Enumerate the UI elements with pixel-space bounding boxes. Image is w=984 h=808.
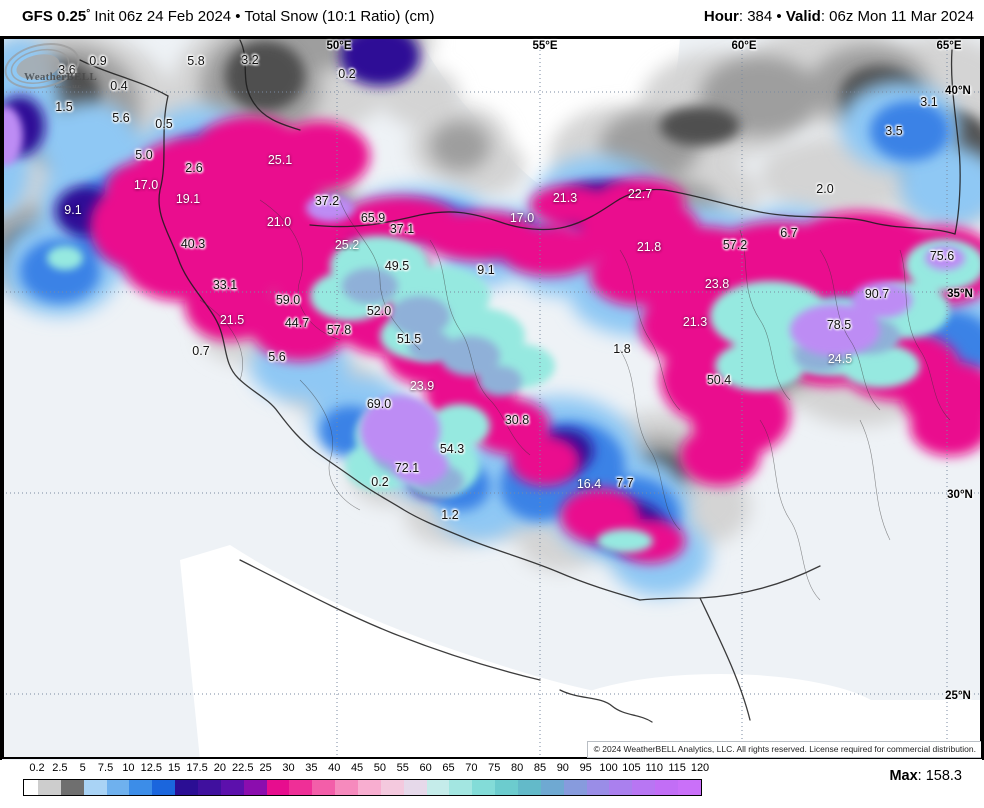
- colorbar-segment: [129, 780, 153, 795]
- colorbar-segment: [472, 780, 496, 795]
- colorbar-segment: [175, 780, 199, 795]
- colorbar-tick: 70: [465, 762, 478, 774]
- colorbar-tick: 10: [122, 762, 135, 774]
- colorbar-tick: 25: [259, 762, 272, 774]
- colorbar-tick: 22.5: [232, 762, 254, 774]
- copyright-text: © 2024 WeatherBELL Analytics, LLC. All r…: [586, 741, 981, 758]
- logo-subtext: Analytics LLC: [54, 84, 81, 89]
- colorbar-tick: 85: [533, 762, 547, 774]
- colorbar-segment: [563, 780, 587, 795]
- colorbar-segment: [403, 780, 427, 795]
- hour-label: Hour: [703, 8, 739, 25]
- colorbar-segment: [380, 780, 404, 795]
- colorbar-segment: [106, 780, 130, 795]
- max-label: Max: [889, 768, 918, 784]
- colorbar-segment: [426, 780, 450, 795]
- model-title-rest: Init 06z 24 Feb 2024 • Total Snow (10:1 …: [90, 8, 435, 25]
- colorbar-segment: [518, 780, 541, 795]
- colorbar-tick: 2.5: [52, 762, 68, 774]
- map-frame: [2, 38, 982, 759]
- colorbar: [23, 779, 702, 796]
- map-art: [2, 38, 982, 760]
- colorbar-tick: 110: [645, 762, 664, 774]
- colorbar-tick: 115: [668, 762, 686, 774]
- colorbar-segment: [152, 780, 176, 795]
- colorbar-tick: 7.5: [97, 762, 114, 774]
- colorbar-tick: 35: [305, 762, 318, 774]
- valid-title: Hour: 384 • Valid: 06z Mon 11 Mar 2024: [704, 8, 974, 25]
- country-borders: [79, 39, 961, 723]
- legend-bar: 0.2 2.5 5 7.5 10 12.5 15 17.5 20 22.5 25 30 35 40 45 50…: [0, 760, 984, 808]
- colorbar-segment: [632, 780, 656, 795]
- colorbar-segment: [655, 780, 679, 795]
- colorbar-tick: 90: [556, 762, 569, 774]
- province-borders: [199, 199, 951, 601]
- colorbar-segment: [60, 780, 84, 795]
- snow-shade-violet: [2, 106, 965, 485]
- colorbar-tick: 50: [373, 762, 387, 774]
- colorbar-segment: [449, 780, 473, 795]
- colorbar-tick: 105: [622, 762, 641, 774]
- colorbar-segment: [540, 780, 564, 795]
- weatherbell-logo: WeatherBELL Analytics LLC: [4, 43, 97, 89]
- colorbar-tick: 80: [510, 762, 524, 774]
- colorbar-tick: 55: [396, 762, 409, 774]
- valid-value: : 06z Mon 11 Mar 2024: [820, 8, 974, 25]
- colorbar-segment: [678, 780, 701, 795]
- map-canvas: 3.6 0.9 0.4 1.5 5.8 3.2 5.6 0.5 5.0 2.6 0.2 9.1 17.0…: [0, 36, 984, 762]
- colorbar-tick: 12.5: [140, 762, 163, 774]
- colorbar-segment: [495, 780, 519, 795]
- colorbar-segment: [83, 780, 107, 795]
- colorbar-segment: [586, 780, 610, 795]
- colorbar-tick: 20: [213, 762, 227, 774]
- colorbar-tick: 17.5: [186, 762, 208, 774]
- colorbar-tick: 5: [79, 762, 86, 774]
- max-number: : 158.3: [917, 768, 962, 784]
- title-bar: GFS 0.25° Init 06z 24 Feb 2024 • Total S…: [0, 0, 984, 36]
- model-title: GFS 0.25° Init 06z 24 Feb 2024 • Total S…: [22, 8, 435, 25]
- colorbar-tick: 0.2: [29, 762, 45, 774]
- colorbar-segment: [243, 780, 267, 795]
- colorbar-segment: [335, 780, 359, 795]
- colorbar-tick: 60: [419, 762, 432, 774]
- graticule: [2, 38, 982, 758]
- degree-mark: °: [86, 8, 91, 19]
- colorbar-tick: 100: [599, 762, 618, 774]
- colorbar-tick: 40: [328, 762, 341, 774]
- colorbar-segment: [220, 780, 244, 795]
- colorbar-segment: [24, 780, 38, 795]
- hour-value: : 384 •: [738, 8, 786, 25]
- colorbar-tick: 75: [488, 762, 501, 774]
- logo-text: WeatherBELL: [24, 71, 97, 83]
- colorbar-segment: [38, 780, 61, 795]
- colorbar-tick: 45: [350, 762, 364, 774]
- colorbar-segment: [289, 780, 313, 795]
- max-value: Max: 158.3: [889, 768, 962, 784]
- valid-label: Valid: [785, 8, 821, 25]
- colorbar-tick: 65: [442, 762, 455, 774]
- colorbar-segment: [312, 780, 336, 795]
- colorbar-segment: [266, 780, 290, 795]
- model-name: GFS 0.25: [22, 8, 87, 25]
- colorbar-tick: 120: [690, 762, 710, 774]
- colorbar-tick: 30: [282, 762, 295, 774]
- colorbar-segment: [358, 780, 381, 795]
- colorbar-segment: [609, 780, 633, 795]
- colorbar-tick: 95: [579, 762, 592, 774]
- colorbar-segment: [198, 780, 221, 795]
- colorbar-tick: 15: [168, 762, 181, 774]
